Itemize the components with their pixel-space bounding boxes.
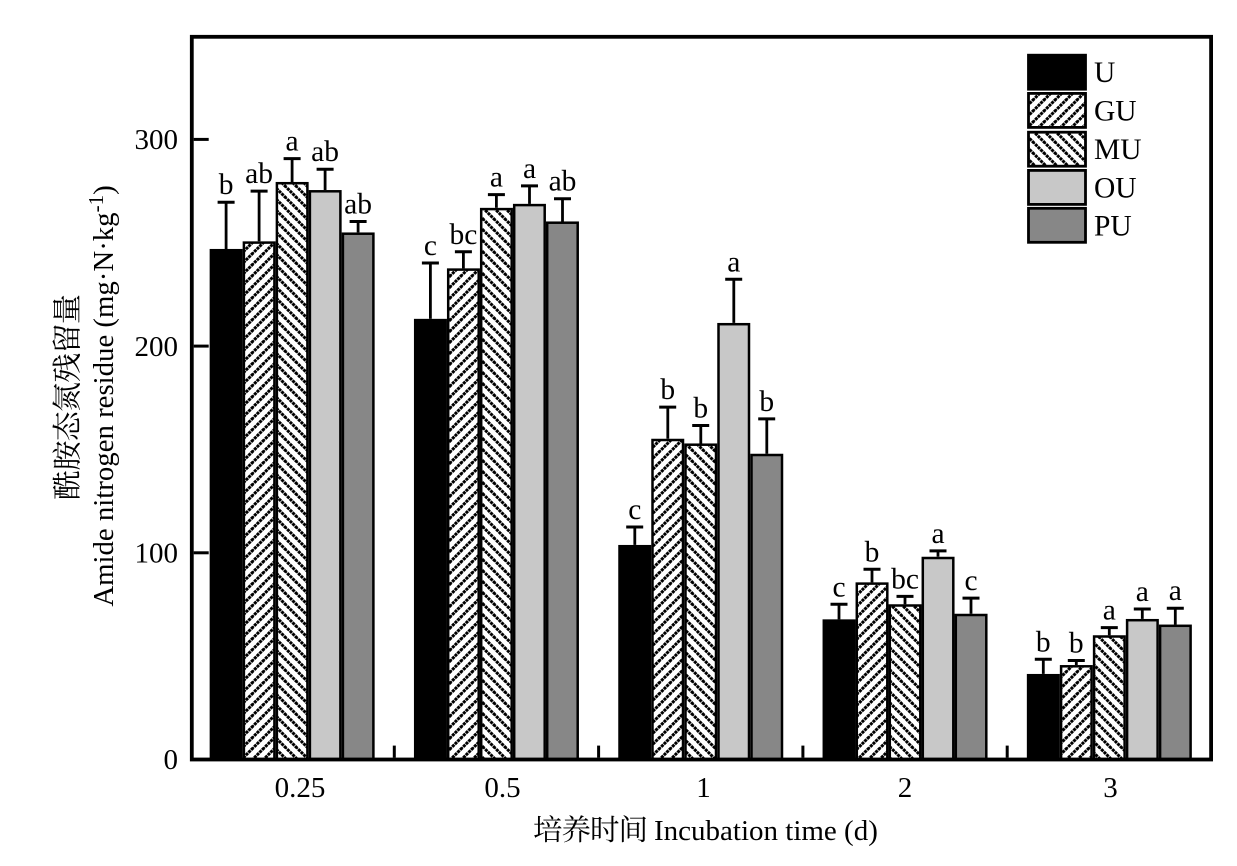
svg-text:ab: ab (549, 166, 577, 198)
svg-text:b: b (1036, 626, 1051, 658)
svg-text:100: 100 (135, 538, 179, 570)
svg-text:c: c (832, 571, 845, 603)
svg-text:a: a (286, 126, 299, 158)
svg-text:ab: ab (311, 136, 339, 168)
svg-text:PU: PU (1094, 210, 1132, 242)
svg-text:200: 200 (135, 331, 179, 363)
svg-text:MU: MU (1094, 134, 1142, 166)
svg-text:2: 2 (898, 772, 913, 804)
svg-text:Incubation time (d): Incubation time (d) (654, 815, 878, 847)
svg-text:b: b (660, 374, 675, 406)
svg-text:a: a (1103, 595, 1116, 627)
svg-text:a: a (1169, 575, 1182, 607)
svg-text:0.25: 0.25 (275, 772, 326, 804)
svg-text:b: b (759, 386, 774, 418)
svg-text:b: b (693, 393, 708, 425)
svg-text:0: 0 (164, 744, 179, 776)
svg-text:Amide nitrogen residue (mg·N·k: Amide nitrogen residue (mg·N·kg-1) (84, 185, 120, 606)
svg-text:0.5: 0.5 (484, 772, 520, 804)
svg-text:300: 300 (135, 124, 179, 156)
svg-text:b: b (1069, 628, 1084, 660)
svg-text:bc: bc (449, 219, 477, 251)
svg-text:c: c (964, 565, 977, 597)
svg-text:1: 1 (696, 772, 711, 804)
svg-text:a: a (727, 246, 740, 278)
svg-text:c: c (424, 230, 437, 262)
svg-text:a: a (1136, 576, 1149, 608)
svg-text:c: c (628, 494, 641, 526)
svg-text:a: a (523, 153, 536, 185)
svg-text:GU: GU (1094, 95, 1137, 127)
svg-text:bc: bc (891, 563, 919, 595)
svg-text:ab: ab (245, 158, 273, 190)
svg-text:ab: ab (344, 189, 372, 221)
svg-text:U: U (1094, 57, 1115, 89)
svg-text:3: 3 (1103, 772, 1118, 804)
svg-text:b: b (865, 536, 880, 568)
svg-text:OU: OU (1094, 172, 1137, 204)
svg-text:a: a (931, 518, 944, 550)
svg-text:b: b (219, 169, 234, 201)
svg-text:a: a (490, 162, 503, 194)
